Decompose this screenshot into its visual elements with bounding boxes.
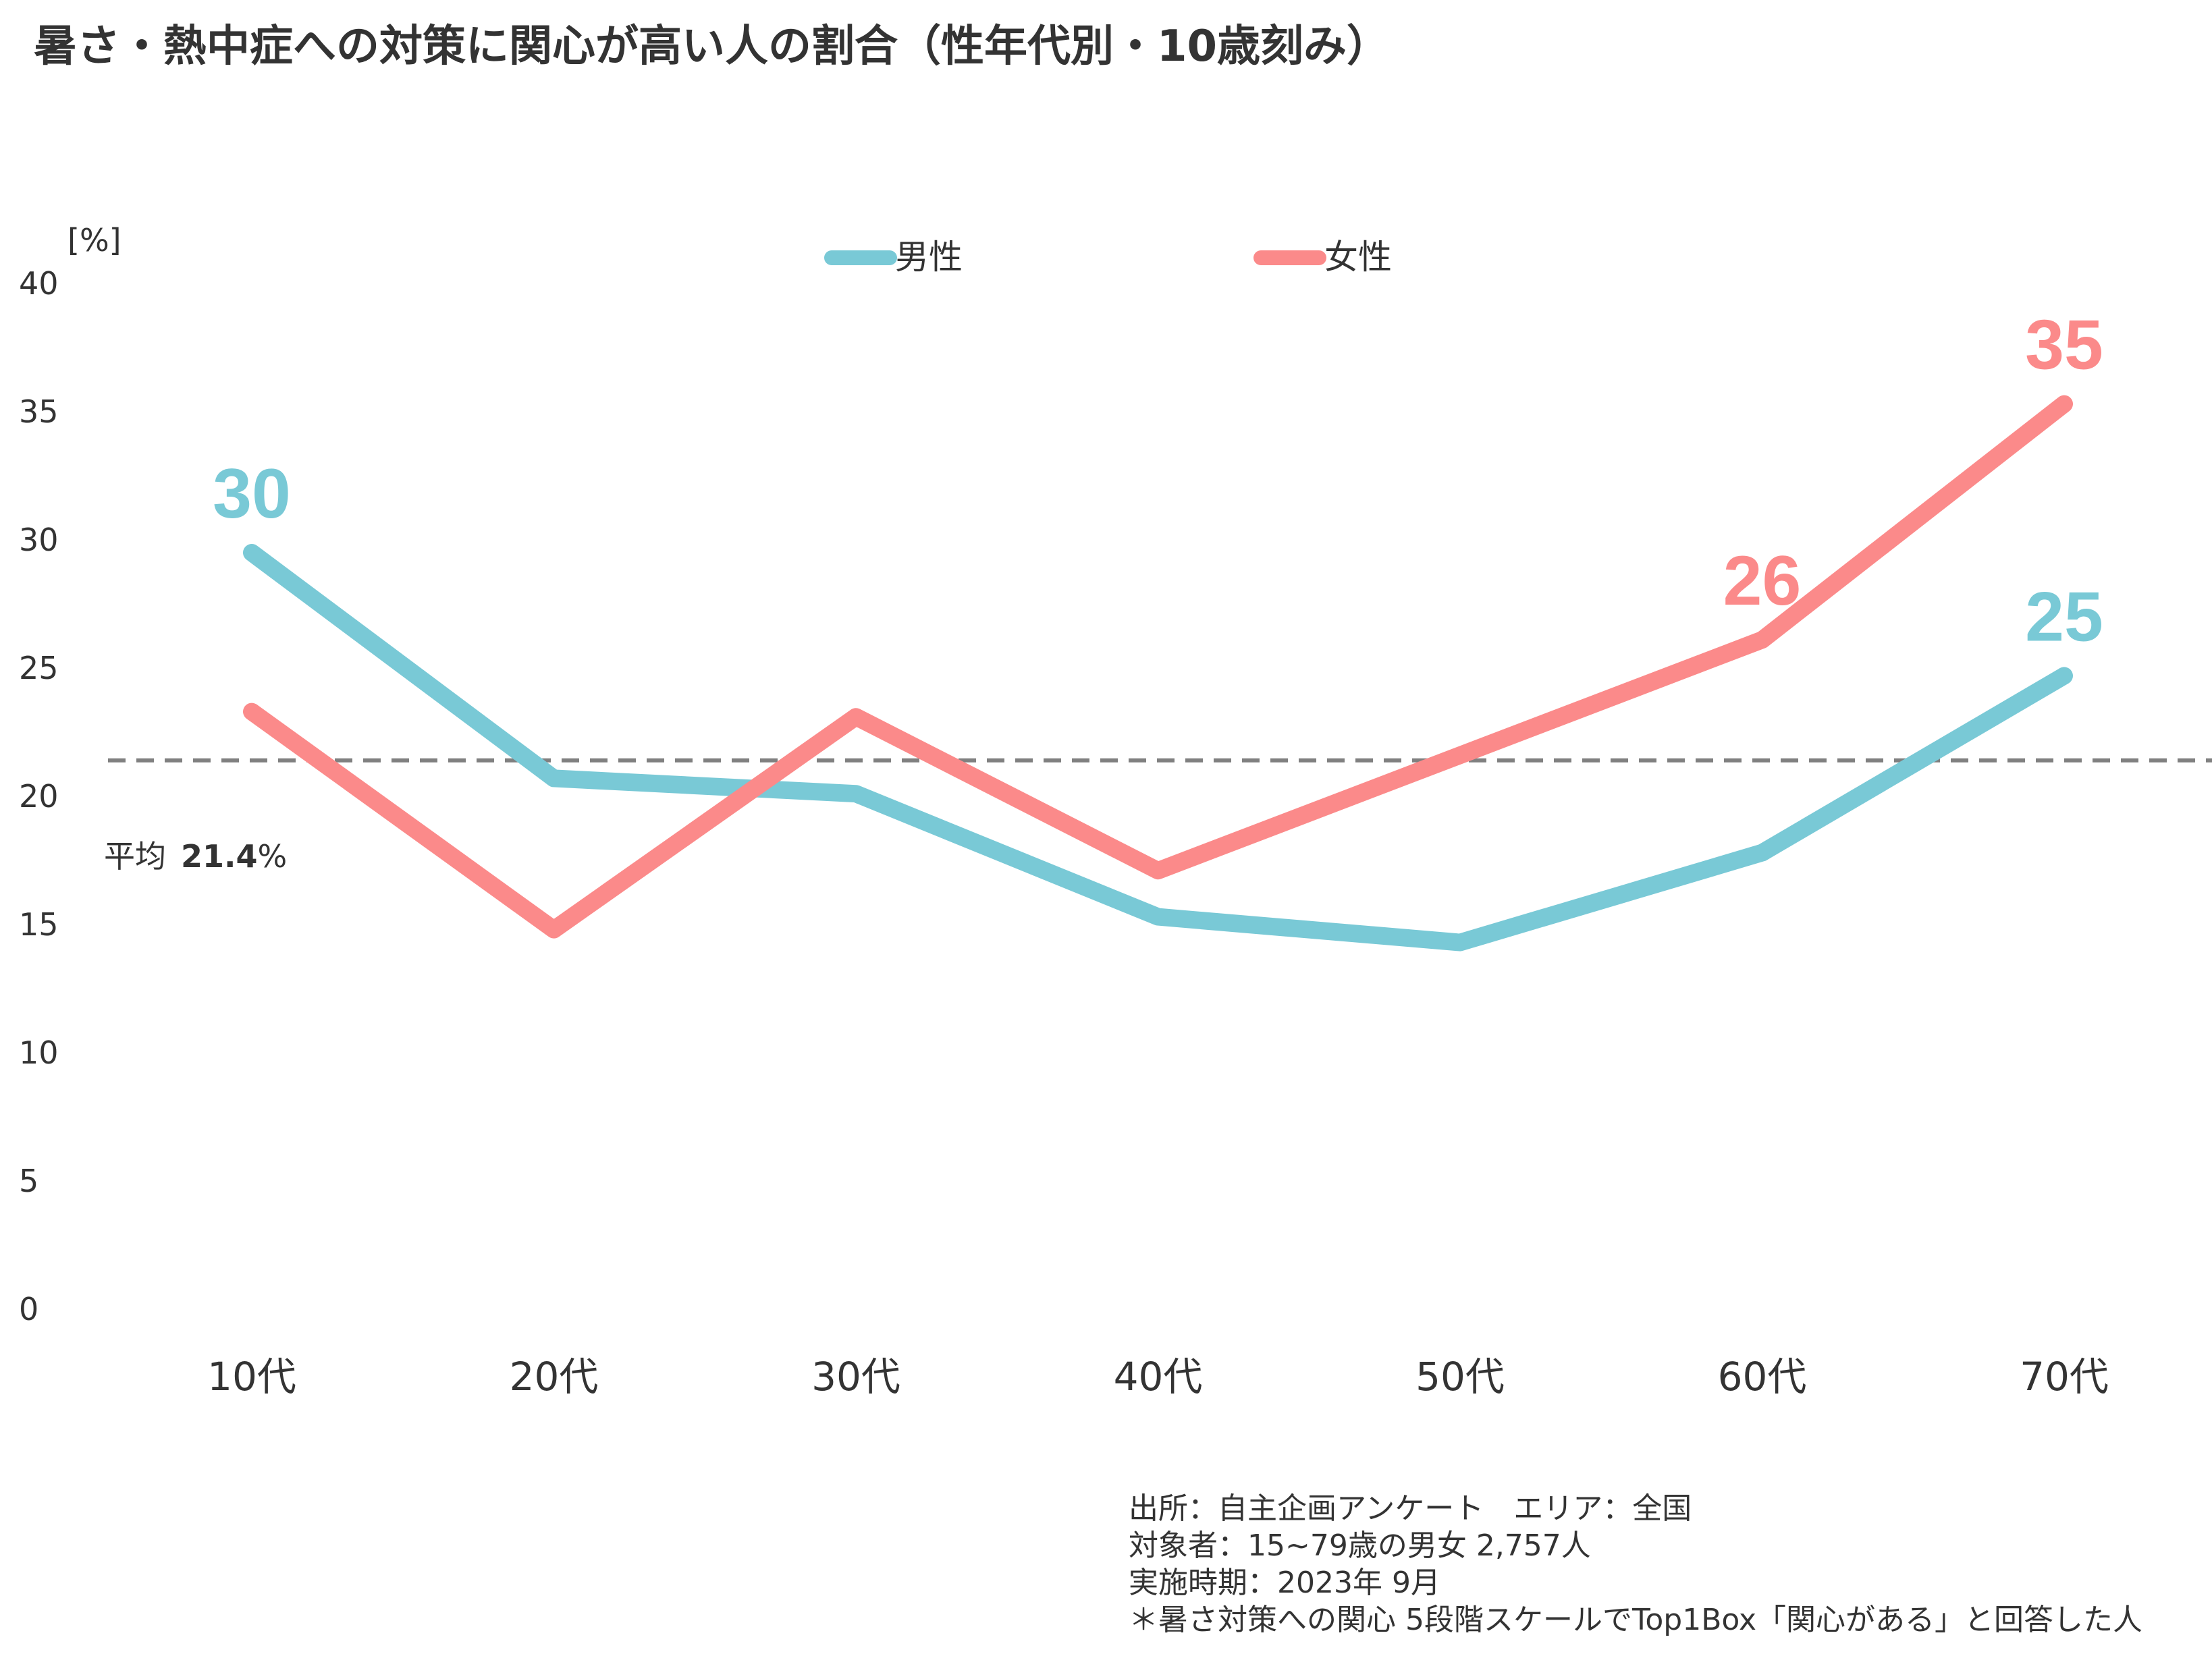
series-line-female — [243, 395, 2073, 939]
data-labels: 30 25 26 35 — [213, 306, 2103, 657]
data-point — [1761, 639, 1763, 641]
data-label: 26 — [1723, 542, 1802, 620]
data-point — [553, 929, 555, 931]
y-axis-ticks: 0 5 10 15 20 25 30 35 40 — [19, 265, 59, 1327]
x-axis-ticks: 10代 20代 30代 40代 50代 60代 70代 — [207, 1354, 2109, 1400]
y-tick-label: 10 — [19, 1035, 59, 1071]
legend-label-female: 女性 — [1324, 238, 1392, 277]
y-tick-label: 35 — [19, 393, 59, 430]
x-tick-label: 60代 — [1718, 1354, 1807, 1400]
source-notes: 出所：自主企画アンケート エリア：全国 対象者：15~79歳の男女 2,757人… — [1129, 1491, 2142, 1637]
chart-title: 暑さ・熱中症への対策に関心が高い人の割合（性年代別・10歳刻み） — [34, 22, 1390, 72]
data-point — [1459, 754, 1461, 756]
y-tick-label: 25 — [19, 650, 59, 686]
data-label: 35 — [2025, 306, 2103, 385]
data-label: 30 — [213, 455, 291, 533]
average-value: 21.4 — [181, 838, 258, 875]
x-tick-label: 50代 — [1415, 1354, 1505, 1400]
data-point — [1459, 941, 1461, 943]
y-tick-label: 30 — [19, 522, 59, 558]
x-tick-label: 10代 — [207, 1354, 296, 1400]
y-tick-label: 15 — [19, 906, 59, 943]
y-axis-unit: [%] — [68, 222, 122, 258]
period-line: 実施時期：2023年 9月 — [1129, 1566, 1440, 1600]
y-tick-label: 0 — [19, 1291, 38, 1327]
x-tick-label: 40代 — [1114, 1354, 1203, 1400]
target-line: 対象者：15~79歳の男女 2,757人 — [1129, 1528, 1591, 1563]
data-point — [1157, 870, 1159, 872]
legend: 男性 女性 — [824, 238, 1392, 277]
data-point — [1761, 852, 1763, 854]
x-tick-label: 30代 — [811, 1354, 900, 1400]
footnote-line: ＊暑さ対策への関心 5段階スケールでTop1Box「関心がある」と回答した人 — [1129, 1603, 2142, 1637]
data-point — [251, 552, 252, 553]
series-group — [243, 395, 2073, 952]
legend-label-male: 男性 — [895, 238, 963, 277]
data-label: 25 — [2025, 578, 2103, 656]
x-tick-label: 70代 — [2020, 1354, 2109, 1400]
y-tick-label: 20 — [19, 778, 59, 815]
average-label: 平均 21.4% — [104, 838, 287, 875]
average-label-text: 平均 — [104, 838, 166, 875]
x-tick-label: 20代 — [510, 1354, 599, 1400]
data-point — [855, 716, 857, 718]
y-tick-label: 40 — [19, 265, 59, 302]
data-point — [855, 793, 857, 795]
y-tick-label: 5 — [19, 1163, 38, 1199]
data-point — [553, 777, 555, 779]
data-point — [1157, 916, 1159, 918]
data-point — [251, 711, 252, 713]
average-unit: % — [258, 838, 288, 875]
data-point — [2063, 403, 2065, 405]
data-point — [2063, 675, 2065, 677]
source-line: 出所：自主企画アンケート エリア：全国 — [1129, 1491, 1692, 1526]
